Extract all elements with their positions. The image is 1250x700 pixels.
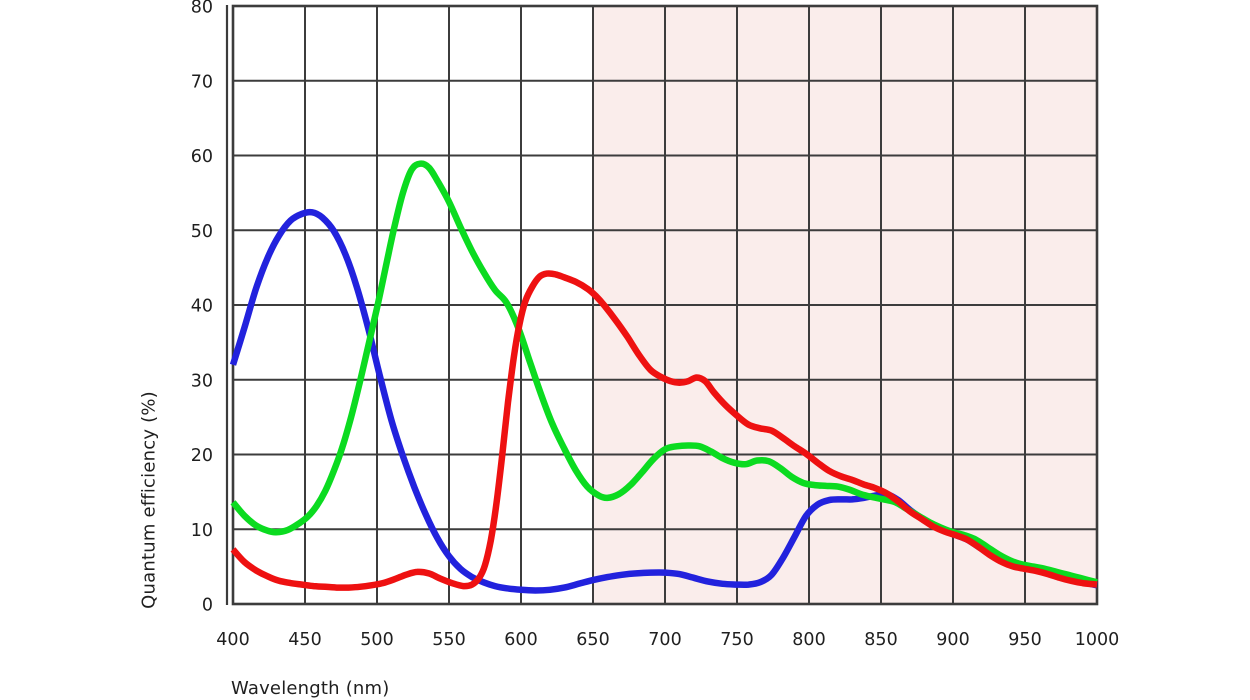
y-tick-label: 0 — [202, 596, 213, 616]
x-tick-label: 850 — [864, 630, 897, 650]
y-tick-label: 30 — [191, 371, 213, 391]
x-tick-label: 700 — [648, 630, 681, 650]
x-tick-label: 750 — [720, 630, 753, 650]
y-tick-label: 70 — [191, 72, 213, 92]
y-tick-label: 40 — [191, 297, 213, 317]
x-tick-label: 1000 — [1075, 630, 1120, 650]
y-tick-label: 10 — [191, 521, 213, 541]
x-tick-label: 950 — [1008, 630, 1041, 650]
x-tick-label: 900 — [936, 630, 969, 650]
y-tick-label: 60 — [191, 147, 213, 167]
x-tick-label: 400 — [216, 630, 249, 650]
x-tick-label: 500 — [360, 630, 393, 650]
y-tick-label: 50 — [191, 222, 213, 242]
y-tick-label: 80 — [191, 0, 213, 18]
y-axis-title: Quantum efficiency (%) — [138, 391, 160, 609]
plot-border — [231, 4, 1099, 606]
x-tick-label: 650 — [576, 630, 609, 650]
x-tick-label: 450 — [288, 630, 321, 650]
x-tick-label: 550 — [432, 630, 465, 650]
y-tick-label: 20 — [191, 446, 213, 466]
x-tick-label: 800 — [792, 630, 825, 650]
red-channel-curve — [230, 270, 1098, 591]
x-axis-title: Wavelength (nm) — [231, 678, 390, 699]
x-tick-label: 600 — [504, 630, 537, 650]
